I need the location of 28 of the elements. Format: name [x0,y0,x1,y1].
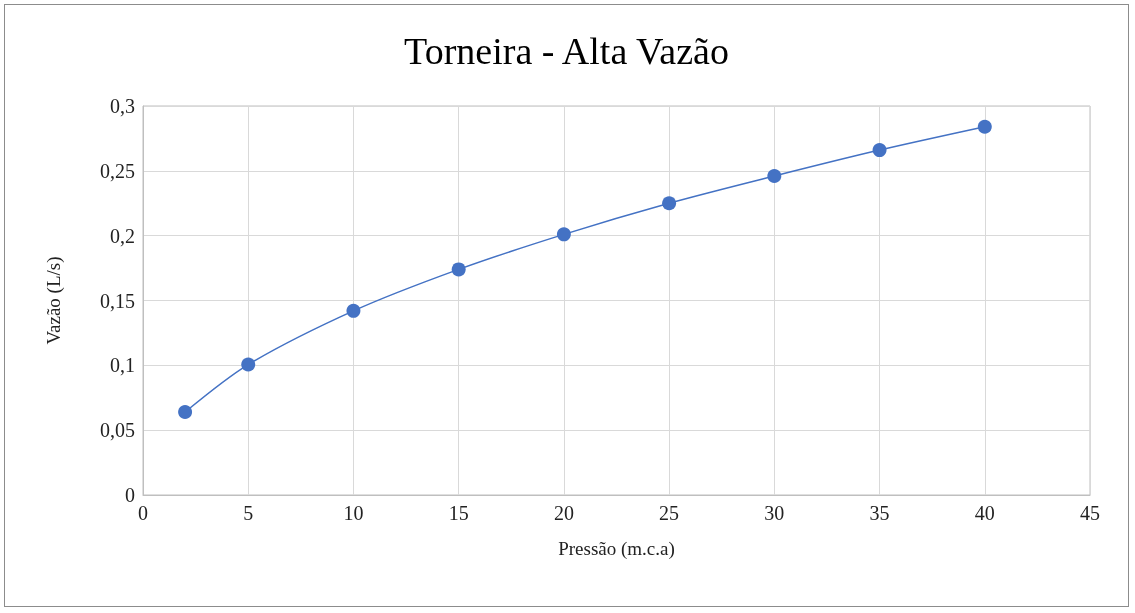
point [451,262,466,277]
x-tick-label: 20 [553,502,574,524]
x-axis-title: Pressão (m.c.a) [558,538,675,560]
x-tick-label: 30 [764,502,785,524]
y-tick-label: 0 [125,484,135,506]
y-tick-label: 0,2 [110,224,135,247]
point [178,405,193,420]
point [662,196,677,211]
y-tick-label: 0,1 [110,354,135,377]
point [241,357,256,372]
y-tick-label: 0,15 [100,289,135,312]
x-tick-label: 15 [448,502,469,524]
y-axis-title: Vazão (L/s) [43,256,65,345]
x-tick-label: 40 [974,502,995,524]
y-tick-label: 0,3 [110,95,135,117]
x-tick-label: 5 [243,502,254,524]
y-tick-label: 0,25 [100,159,135,182]
point [556,227,571,242]
chart-title: Torneira - Alta Vazão [404,30,729,72]
y-tick-label: 0,05 [100,419,135,442]
point [767,169,782,184]
point [346,303,361,318]
x-tick-label: 25 [659,502,680,524]
x-tick-label: 45 [1080,502,1100,524]
point [977,119,992,134]
point [872,143,887,158]
x-tick-label: 10 [343,502,364,524]
x-tick-label: 35 [869,502,890,524]
